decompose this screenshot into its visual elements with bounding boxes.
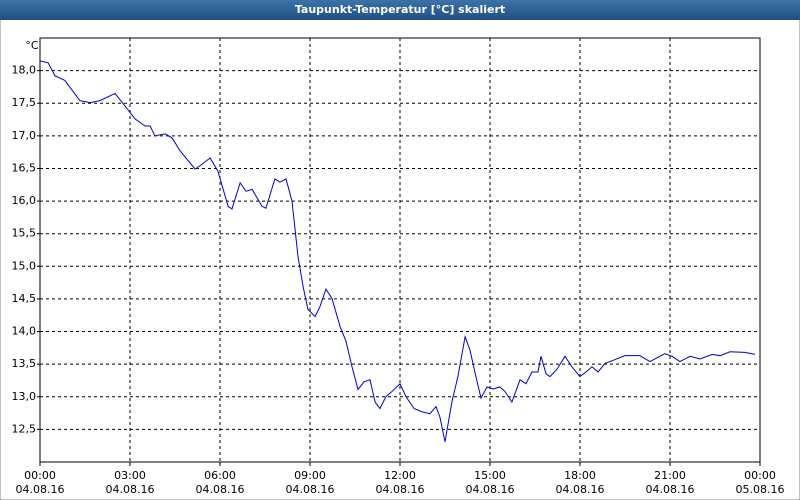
x-tick-date: 04.08.16 bbox=[556, 483, 605, 496]
x-tick-date: 04.08.16 bbox=[376, 483, 425, 496]
x-tick-label: 12:00 bbox=[384, 469, 416, 482]
y-tick-label: 12,5 bbox=[12, 422, 37, 435]
x-tick-date: 04.08.16 bbox=[286, 483, 335, 496]
x-tick-label: 15:00 bbox=[474, 469, 506, 482]
y-tick-label: 16,5 bbox=[12, 161, 37, 174]
x-tick-label: 00:00 bbox=[744, 469, 776, 482]
y-tick-label: 17,0 bbox=[12, 129, 37, 142]
x-tick-label: 18:00 bbox=[564, 469, 596, 482]
x-tick-date: 04.08.16 bbox=[646, 483, 695, 496]
x-tick-label: 03:00 bbox=[114, 469, 146, 482]
y-tick-label: 15,0 bbox=[12, 259, 37, 272]
y-tick-label: 18,0 bbox=[12, 64, 37, 77]
x-tick-date: 05.08.16 bbox=[736, 483, 785, 496]
y-tick-label: 16,0 bbox=[12, 194, 37, 207]
y-tick-label: 14,0 bbox=[12, 325, 37, 338]
unit-label: °C bbox=[25, 39, 39, 52]
x-tick-label: 00:00 bbox=[24, 469, 56, 482]
title-bar bbox=[0, 0, 800, 20]
y-tick-label: 17,5 bbox=[12, 96, 37, 109]
y-tick-label: 15,5 bbox=[12, 227, 37, 240]
x-tick-label: 21:00 bbox=[654, 469, 686, 482]
x-tick-date: 04.08.16 bbox=[106, 483, 155, 496]
y-tick-label: 13,0 bbox=[12, 390, 37, 403]
x-tick-label: 09:00 bbox=[294, 469, 326, 482]
x-tick-label: 06:00 bbox=[204, 469, 236, 482]
data-line bbox=[39, 60, 755, 442]
x-tick-date: 04.08.16 bbox=[466, 483, 515, 496]
x-tick-date: 04.08.16 bbox=[16, 483, 65, 496]
x-tick-date: 04.08.16 bbox=[196, 483, 245, 496]
y-tick-label: 13,5 bbox=[12, 357, 37, 370]
y-tick-label: 14,5 bbox=[12, 292, 37, 305]
chart-title: Taupunkt-Temperatur [°C] skaliert bbox=[295, 3, 505, 16]
